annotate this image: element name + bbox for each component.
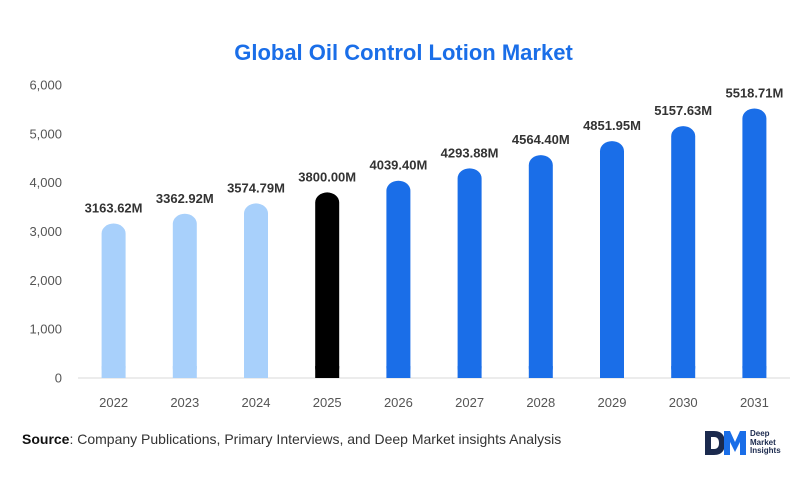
bar-base (172, 366, 197, 378)
bar-base (101, 366, 126, 378)
data-label: 3574.79M (227, 180, 285, 195)
bar (244, 203, 268, 378)
logo-line-1: Deep (750, 429, 770, 439)
y-tick-label: 0 (55, 371, 62, 386)
source-key: Source (22, 431, 70, 447)
x-tick-label: 2026 (384, 395, 413, 410)
y-tick-label: 5,000 (29, 126, 62, 141)
data-label: 4039.40M (369, 158, 427, 173)
bar (528, 155, 553, 378)
bars (101, 108, 767, 379)
x-tick-label: 2030 (669, 395, 698, 410)
logo-line-2: Market (750, 437, 776, 447)
bar-base (457, 366, 482, 378)
deep-market-insights-logo: Deep Market Insights (703, 427, 781, 459)
data-label: 5518.71M (725, 86, 783, 101)
bar-base (244, 366, 268, 378)
bar-base (671, 366, 696, 378)
dm-logo-icon (705, 431, 746, 455)
data-label: 4851.95M (583, 118, 641, 133)
source-text: : Company Publications, Primary Intervie… (69, 431, 562, 447)
bar (101, 223, 126, 378)
bar-base (315, 366, 340, 378)
bar (457, 168, 482, 378)
data-label: 5157.63M (654, 103, 712, 118)
logo-text: Deep Market Insights (750, 430, 781, 456)
y-tick-label: 3,000 (29, 224, 62, 239)
x-tick-label: 2022 (99, 395, 128, 410)
bar-base (742, 366, 767, 378)
x-axis: 2022 2023 2024 2025 2026 2027 2028 2029 2030 2031 (78, 377, 790, 410)
x-tick-label: 2027 (455, 395, 484, 410)
data-label: 3163.62M (85, 201, 143, 216)
bar-base (386, 366, 411, 378)
x-tick-label: 2031 (740, 395, 769, 410)
bar-base (528, 366, 553, 378)
data-label: 4293.88M (441, 145, 499, 160)
source-line: Source: Company Publications, Primary In… (22, 431, 561, 447)
y-tick-label: 1,000 (29, 322, 62, 337)
data-label: 3362.92M (156, 191, 214, 206)
bar (600, 141, 624, 378)
y-axis: 0 1,000 2,000 3,000 4,000 5,000 6,000 (29, 78, 62, 386)
data-label: 3800.00M (298, 169, 356, 184)
bar (386, 180, 411, 378)
chart-title: Global Oil Control Lotion Market (234, 40, 573, 65)
x-tick-label: 2025 (313, 395, 342, 410)
x-tick-label: 2028 (526, 395, 555, 410)
bar-base (600, 366, 624, 378)
x-tick-label: 2024 (242, 395, 271, 410)
x-tick-label: 2023 (170, 395, 199, 410)
y-tick-label: 4,000 (29, 175, 62, 190)
data-labels: 3163.62M 3362.92M 3574.79M 3800.00M 4039.40M… (85, 86, 784, 216)
bar (742, 108, 767, 379)
y-tick-label: 2,000 (29, 273, 62, 288)
bar (315, 192, 340, 378)
logo-line-3: Insights (750, 446, 781, 456)
data-label: 4564.40M (512, 132, 570, 147)
x-tick-label: 2029 (598, 395, 627, 410)
bar (172, 213, 197, 378)
bar (671, 126, 696, 378)
bar-chart: 0 1,000 2,000 3,000 4,000 5,000 6,000 2022 2023… (29, 78, 790, 410)
y-tick-label: 6,000 (29, 78, 62, 93)
